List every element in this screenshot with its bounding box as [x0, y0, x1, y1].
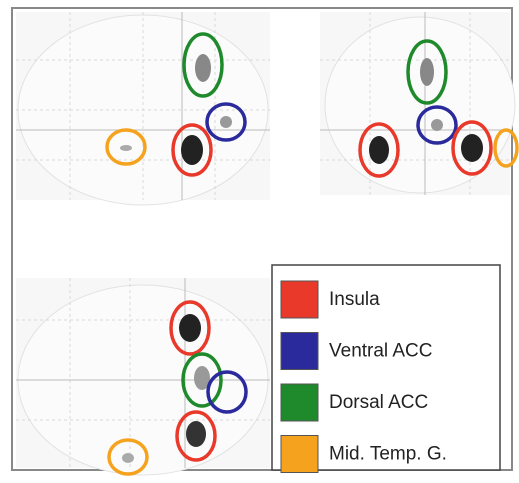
region-outline — [107, 438, 149, 476]
region-outline — [358, 122, 400, 178]
legend-label: Dorsal ACC — [329, 392, 428, 413]
region-outline — [205, 102, 247, 142]
region-outline — [105, 128, 147, 166]
panel-bottom-left — [16, 278, 270, 476]
region-outline — [406, 39, 448, 105]
legend-swatch — [280, 332, 319, 370]
region-outline — [175, 410, 217, 462]
region-outline — [181, 352, 223, 408]
region-outlines — [105, 32, 519, 476]
legend-label: Ventral ACC — [329, 341, 433, 362]
legend-swatch — [280, 383, 319, 422]
legend-label: Mid. Temp. G. — [329, 444, 447, 465]
legend-swatch — [280, 280, 319, 319]
activation-blobs — [120, 54, 483, 463]
region-outline — [171, 123, 213, 177]
region-outline — [416, 105, 458, 145]
legend: Insula Ventral ACC Dorsal ACC Mid. Temp. G. — [280, 280, 447, 473]
legend-swatch — [280, 435, 319, 473]
region-outline — [169, 300, 211, 356]
panel-top-left — [16, 12, 270, 206]
legend-label: Insula — [329, 289, 380, 310]
region-outline — [451, 120, 493, 176]
region-outline — [493, 128, 519, 168]
region-outline — [206, 370, 248, 414]
region-outline — [182, 32, 224, 98]
